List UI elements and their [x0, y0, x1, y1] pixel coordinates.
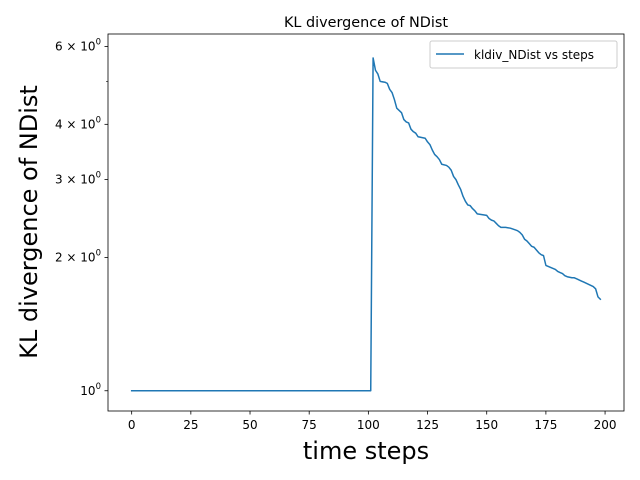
series-line-kldiv — [130, 57, 602, 392]
x-tick-label: 150 — [475, 418, 498, 432]
legend-label: kldiv_NDist vs steps — [474, 48, 594, 62]
plot-area — [130, 57, 602, 392]
y-axis-ticks: 100 2 × 100 3 × 100 4 × 100 6 × 100 — [55, 37, 108, 398]
x-tick-label: 100 — [357, 418, 380, 432]
x-tick-label: 75 — [302, 418, 317, 432]
x-tick-label: 50 — [242, 418, 257, 432]
y-axis-label: KL divergence of NDist — [15, 85, 43, 359]
x-axis-label: time steps — [303, 437, 429, 465]
chart-title: KL divergence of NDist — [284, 15, 448, 31]
y-tick-label: 100 — [80, 382, 101, 398]
y-tick-label: 6 × 100 — [55, 37, 101, 53]
x-tick-label: 175 — [534, 418, 557, 432]
y-tick-label: 3 × 100 — [55, 171, 101, 187]
x-tick-label: 125 — [416, 418, 439, 432]
legend: kldiv_NDist vs steps — [429, 40, 618, 69]
x-tick-label: 25 — [183, 418, 198, 432]
axes-frame — [107, 33, 625, 412]
x-tick-label: 200 — [594, 418, 617, 432]
y-tick-label: 4 × 100 — [55, 115, 101, 131]
x-axis-ticks: 0 25 50 75 100 125 150 175 200 — [128, 411, 617, 432]
y-tick-label: 2 × 100 — [55, 249, 101, 265]
legend-box — [429, 40, 618, 69]
x-tick-label: 0 — [128, 418, 136, 432]
